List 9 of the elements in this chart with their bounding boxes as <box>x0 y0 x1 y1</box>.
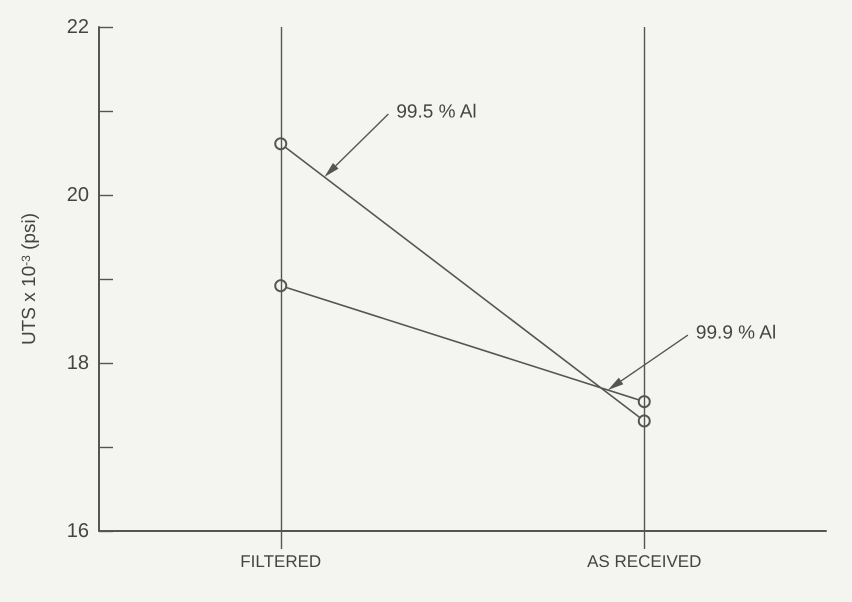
text: 99.9 % Al <box>696 322 776 344</box>
x-tick-label: FILTERED <box>240 552 322 571</box>
y-tick-label: 20 <box>66 184 89 206</box>
text: 99.5 % Al <box>396 102 477 123</box>
y-tick-label: 22 <box>66 16 89 38</box>
y-tick-label: 16 <box>66 520 89 542</box>
x-tick-label: AS RECEIVED <box>587 552 702 571</box>
y-axis-title: UTS x 10-3 (psi) <box>19 212 40 346</box>
y-tick-label: 18 <box>66 352 89 374</box>
